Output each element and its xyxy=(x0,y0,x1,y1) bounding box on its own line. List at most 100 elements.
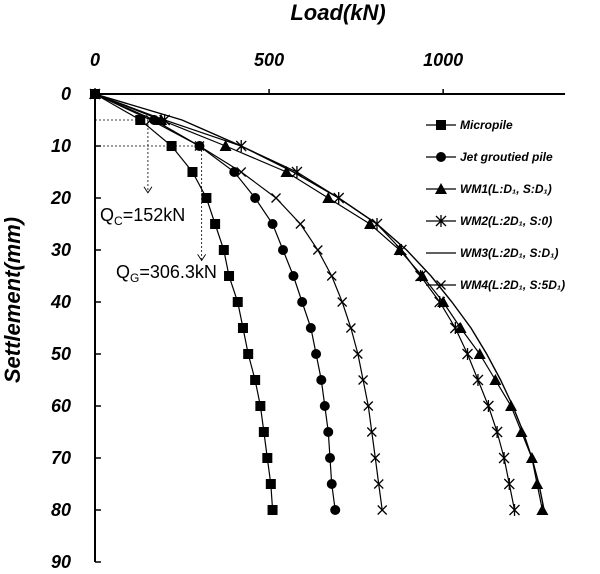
data-point xyxy=(358,375,369,385)
y-tick-label: 90 xyxy=(51,552,71,572)
data-point xyxy=(201,193,212,203)
series-line xyxy=(94,93,274,511)
series-6 xyxy=(90,89,388,515)
data-point xyxy=(377,505,388,515)
y-axis-title: Settlement(mm) xyxy=(0,217,25,383)
data-point xyxy=(319,401,330,411)
data-point xyxy=(135,115,146,125)
data-point xyxy=(237,323,248,333)
data-point xyxy=(531,478,544,489)
axes: 0 500 1000 0 10 20 30 40 50 60 70 80 90 xyxy=(50,50,565,572)
legend-item-3: WM1(L:D₁, S:D₁) xyxy=(426,182,552,196)
legend-item-5: WM3(L:2D₁, S:D₁) xyxy=(426,246,558,260)
data-point xyxy=(503,478,515,490)
legend-marker xyxy=(436,120,446,130)
legend-marker xyxy=(435,183,447,194)
data-point xyxy=(295,219,306,229)
series-line xyxy=(94,93,545,511)
x-tick-label: 0 xyxy=(90,50,100,70)
y-tick-label: 50 xyxy=(51,344,71,364)
data-point xyxy=(218,245,229,255)
data-point xyxy=(267,219,278,229)
data-point xyxy=(449,322,461,334)
data-point xyxy=(210,219,221,229)
data-point xyxy=(90,89,100,99)
y-tick-label: 0 xyxy=(61,84,71,104)
data-point xyxy=(330,505,341,515)
data-point xyxy=(145,115,156,125)
data-point xyxy=(472,374,484,386)
series-1 xyxy=(90,89,278,515)
data-point xyxy=(271,193,281,203)
data-point xyxy=(316,375,327,385)
legend-label: Jet groutied pile xyxy=(460,150,553,164)
data-point xyxy=(337,297,348,307)
y-tick-label: 60 xyxy=(51,396,71,416)
data-point xyxy=(262,453,273,463)
data-point xyxy=(187,167,198,177)
data-point xyxy=(278,245,288,255)
data-point xyxy=(363,401,374,411)
legend-label: Micropile xyxy=(460,118,513,132)
legend-marker xyxy=(436,280,446,290)
legend-item-4: WM2(L:2D₁, S:0) xyxy=(426,214,552,228)
data-point xyxy=(166,141,177,151)
data-point xyxy=(250,375,261,385)
data-point xyxy=(265,479,276,489)
y-tick-label: 30 xyxy=(51,240,71,260)
data-point xyxy=(462,348,473,360)
data-point xyxy=(267,505,278,515)
data-point xyxy=(364,218,377,229)
annotation-label: QC=152kN xyxy=(100,205,185,228)
annotation-label: QG=306.3kN xyxy=(116,262,217,285)
data-point xyxy=(536,504,549,515)
data-point xyxy=(258,427,269,437)
annotations: QC=152kN QG=306.3kN xyxy=(100,205,217,285)
data-point xyxy=(416,270,429,281)
data-point xyxy=(312,245,323,255)
data-point xyxy=(297,297,308,307)
data-point xyxy=(311,349,322,359)
data-point xyxy=(434,296,446,308)
data-point xyxy=(288,271,299,281)
data-point xyxy=(482,400,494,412)
legend-item-2: Jet groutied pile xyxy=(426,150,553,164)
data-point xyxy=(250,193,261,203)
data-point xyxy=(352,349,363,359)
y-tick-label: 20 xyxy=(50,188,71,208)
legend-label: WM2(L:2D₁, S:0) xyxy=(460,214,552,228)
y-tick-label: 80 xyxy=(51,500,71,520)
data-point xyxy=(373,479,384,489)
data-point xyxy=(491,426,503,438)
data-point xyxy=(326,271,337,281)
y-tick-label: 40 xyxy=(50,292,71,312)
series-5 xyxy=(94,93,545,511)
legend-label: WM1(L:D₁, S:D₁) xyxy=(460,182,552,196)
data-point xyxy=(232,297,243,307)
legend-item-1: Micropile xyxy=(426,118,513,132)
arrow-head xyxy=(197,254,207,262)
legend-item-6: WM4(L:2D₁, S:5D₁) xyxy=(426,278,565,292)
data-point xyxy=(366,427,377,437)
series-layer xyxy=(89,88,549,516)
data-point xyxy=(345,323,356,333)
legend-marker xyxy=(435,215,447,227)
y-tick-label: 70 xyxy=(51,448,71,468)
series-2 xyxy=(90,89,341,515)
data-point xyxy=(194,141,205,151)
legend-label: WM4(L:2D₁, S:5D₁) xyxy=(460,278,565,292)
data-point xyxy=(326,479,337,489)
legend-marker xyxy=(436,152,446,162)
data-point xyxy=(498,452,510,464)
data-point xyxy=(236,167,247,177)
data-point xyxy=(219,140,232,151)
data-point xyxy=(243,349,254,359)
data-point xyxy=(489,374,502,385)
legend: Micropile Jet groutied pile WM1(L:D₁, S:D₁… xyxy=(426,118,565,292)
data-point xyxy=(224,271,235,281)
data-point xyxy=(473,348,486,359)
x-tick-label: 500 xyxy=(254,50,284,70)
data-point xyxy=(305,323,316,333)
series-4 xyxy=(89,88,520,516)
